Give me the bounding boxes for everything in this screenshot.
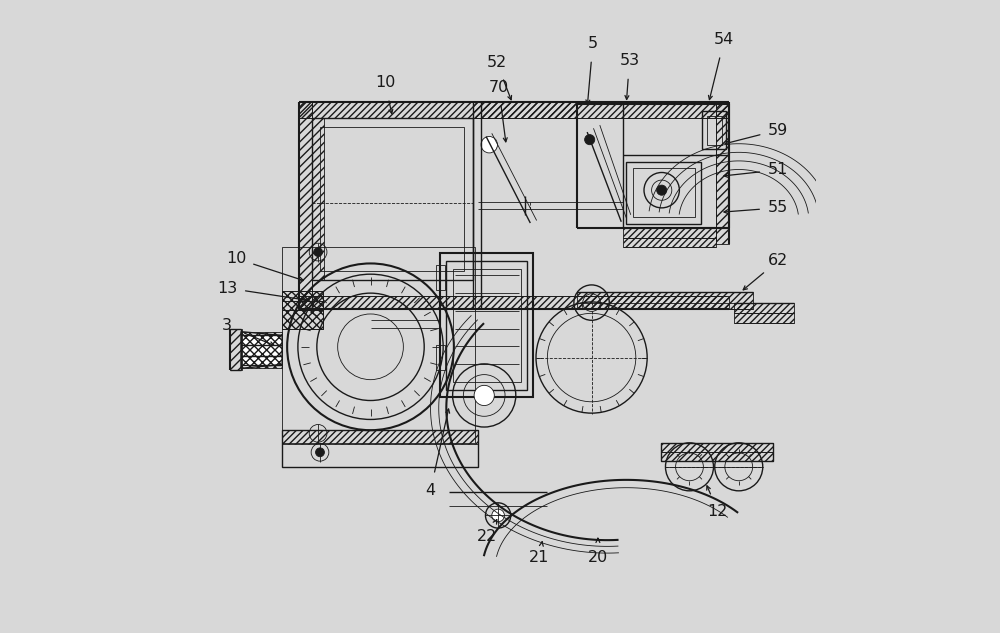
Bar [473,102,577,118]
Bar [661,443,773,460]
Bar [440,253,533,398]
Bar [312,118,324,280]
Bar [436,345,445,370]
Text: 70: 70 [489,80,509,96]
Bar [436,265,445,290]
Text: 22: 22 [477,529,497,544]
Text: 5: 5 [588,36,598,51]
Bar [282,310,323,329]
Text: 3: 3 [222,318,232,334]
Text: 62: 62 [768,253,788,268]
Polygon shape [241,332,282,368]
Bar [734,303,794,313]
Text: 13: 13 [217,280,237,296]
Text: 12: 12 [708,503,728,518]
Bar [453,269,521,382]
Bar [626,162,701,223]
Text: 20: 20 [588,550,608,565]
Text: 21: 21 [529,550,549,565]
Bar [661,443,773,452]
Bar [623,237,716,247]
Bar [312,118,473,280]
Bar [623,228,716,237]
Circle shape [492,509,504,522]
Text: 10: 10 [226,251,246,266]
Bar [299,102,312,309]
Circle shape [314,248,323,256]
Text: 52: 52 [487,55,507,70]
Text: 55: 55 [768,201,788,215]
Bar [282,430,478,467]
Text: 51: 51 [768,163,788,177]
Circle shape [481,137,497,153]
Bar [661,452,773,460]
Bar [577,292,753,309]
Circle shape [316,448,324,457]
Bar [702,111,726,149]
Bar [716,102,729,244]
Bar [320,127,464,271]
Circle shape [474,385,494,406]
Text: 54: 54 [714,32,734,47]
Bar [282,430,478,444]
Circle shape [657,185,667,195]
Bar [734,313,794,323]
Text: 4: 4 [425,483,436,498]
Circle shape [585,135,595,145]
Bar [282,301,323,310]
Text: 59: 59 [768,123,788,137]
Bar [299,102,729,118]
Bar [282,291,323,301]
Text: 10: 10 [375,75,395,91]
Bar [707,116,722,145]
Bar [282,247,475,443]
Bar [446,261,527,390]
Text: 53: 53 [619,53,640,68]
Bar [299,296,729,309]
Bar [633,168,695,217]
Bar [282,291,323,329]
Bar [230,329,242,370]
Bar [241,332,282,368]
